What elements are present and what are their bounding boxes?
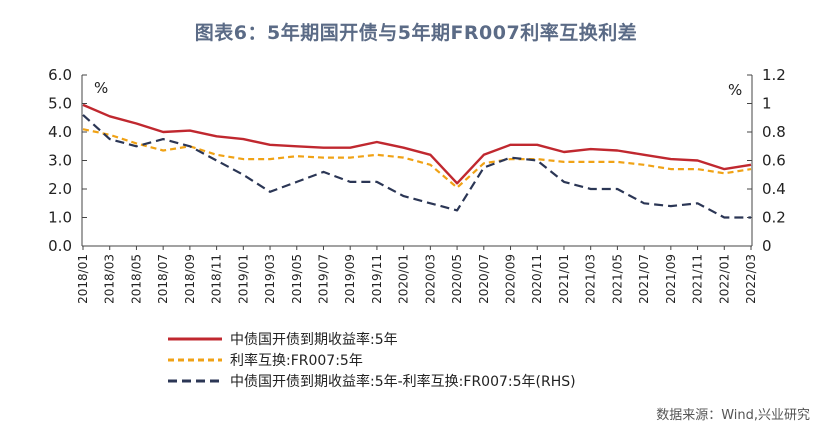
right-tick-label: 1.2	[762, 66, 786, 84]
right-tick-label: 1	[762, 95, 772, 113]
series-line-1	[82, 128, 752, 189]
x-tick-label: 2018/03	[103, 254, 117, 304]
right-tick-label: 0.8	[762, 123, 786, 141]
x-tick-label: 2021/03	[584, 254, 598, 304]
x-tick-label: 2020/11	[530, 254, 544, 304]
left-tick-label: 3.0	[48, 152, 72, 170]
x-tick-label: 2021/11	[691, 254, 705, 304]
right-tick-labels: 1.2 1 0.8 0.6 0.4 0.2 0	[747, 66, 786, 255]
x-tick-label: 2021/01	[557, 254, 571, 304]
x-tick-label: 2018/01	[76, 254, 90, 304]
left-tick-labels: 6.0 5.0 4.0 3.0 2.0 1.0 0.0	[48, 66, 87, 255]
right-tick-label: 0.4	[762, 180, 786, 198]
x-tick-label: 2018/09	[183, 254, 197, 304]
source-note: 数据来源：Wind,兴业研究	[656, 408, 810, 423]
legend-label-0: 中债国开债到期收益率:5年	[230, 331, 398, 348]
x-tick-label: 2019/03	[263, 254, 277, 304]
x-tick-labels: 2018/01 2018/03 2018/05 2018/07 2018/09 2018/…	[76, 246, 758, 304]
series-line-0	[82, 103, 752, 185]
x-tick-label: 2018/11	[210, 254, 224, 304]
right-tick-label: 0.6	[762, 152, 786, 170]
left-tick-label: 0.0	[48, 237, 72, 255]
x-tick-label: 2018/05	[129, 254, 143, 304]
x-tick-label: 2020/07	[477, 254, 491, 304]
x-tick-label: 2019/01	[236, 254, 250, 304]
x-tick-label: 2021/09	[664, 254, 678, 304]
x-tick-label: 2019/09	[343, 254, 357, 304]
x-tick-label: 2021/05	[610, 254, 624, 304]
series-lines	[82, 103, 752, 219]
x-tick-label: 2021/07	[637, 254, 651, 304]
x-tick-label: 2019/07	[316, 254, 330, 304]
x-tick-label: 2020/03	[423, 254, 437, 304]
left-tick-label: 6.0	[48, 66, 72, 84]
left-unit-label: %	[94, 79, 108, 97]
x-tick-label: 2022/03	[744, 254, 758, 304]
legend-label-1: 利率互换:FR007:5年	[230, 352, 363, 369]
chart-title: 图表6：5年期国开债与5年期FR007利率互换利差	[194, 22, 638, 44]
x-tick-label: 2019/05	[290, 254, 304, 304]
left-tick-label: 4.0	[48, 123, 72, 141]
left-tick-label: 1.0	[48, 209, 72, 227]
legend: 中债国开债到期收益率:5年 利率互换:FR007:5年 中债国开债到期收益率:5…	[168, 331, 576, 390]
x-tick-label: 2019/11	[370, 254, 384, 304]
x-tick-label: 2020/09	[504, 254, 518, 304]
right-tick-label: 0.2	[762, 209, 786, 227]
left-tick-label: 2.0	[48, 180, 72, 198]
right-tick-label: 0	[762, 237, 772, 255]
x-tick-label: 2020/01	[397, 254, 411, 304]
x-tick-label: 2022/01	[717, 254, 731, 304]
left-tick-label: 5.0	[48, 95, 72, 113]
right-unit-label: %	[728, 81, 742, 99]
x-tick-label: 2020/05	[450, 254, 464, 304]
series-line-2	[82, 114, 751, 219]
legend-label-2: 中债国开债到期收益率:5年-利率互换:FR007:5年(RHS)	[230, 373, 576, 390]
x-tick-label: 2018/07	[156, 254, 170, 304]
